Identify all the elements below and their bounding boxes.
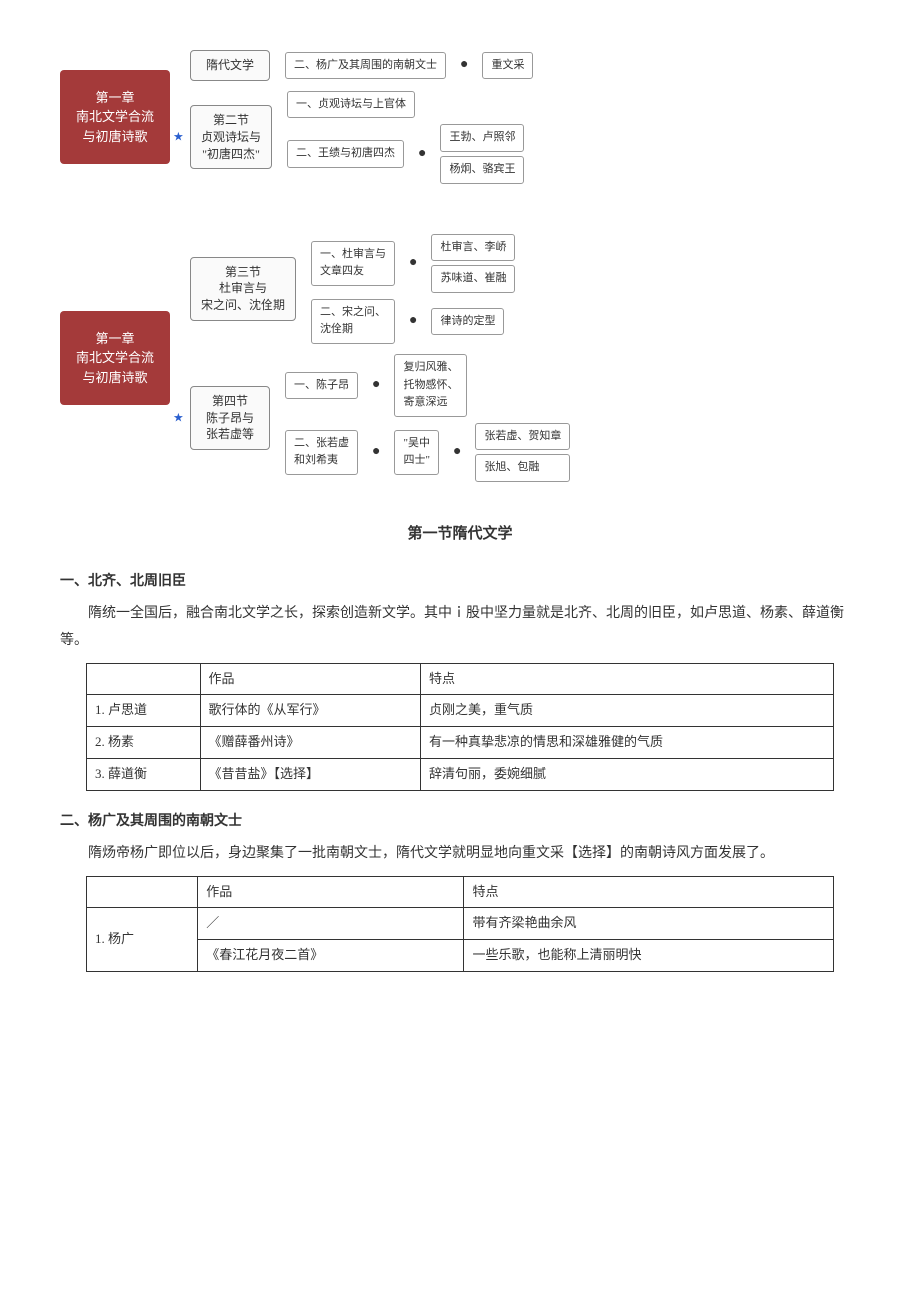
- mm1-branch-1: 第二节 贞观诗坛与 "初唐四杰" 一、贞观诗坛与上官体 二、王绩与初唐四杰 ● …: [190, 91, 860, 184]
- p1-h2: 特点: [421, 663, 834, 695]
- table-header-row: 作品 特点: [87, 663, 834, 695]
- p2-h1: 作品: [198, 876, 464, 908]
- mm1-b0-node: 隋代文学: [190, 50, 270, 81]
- mm2-b1-node: 第四节 陈子昂与 张若虚等: [190, 386, 270, 450]
- table-row: 3. 薛道衡 《昔昔盐》【选择】 辞清句丽，委婉细腻: [87, 758, 834, 790]
- mindmap-2: 第一章 南北文学合流 与初唐诗歌 第三节 杜审言与 宋之问、沈佺期 一、杜审言与…: [60, 224, 860, 492]
- table-row: 《春江花月夜二首》 一些乐歌，也能称上清丽明快: [87, 940, 834, 972]
- p1-r1c0: 2. 杨素: [87, 727, 201, 759]
- mm2-row: 第一章 南北文学合流 与初唐诗歌 第三节 杜审言与 宋之问、沈佺期 一、杜审言与…: [60, 224, 860, 492]
- mm1-b1-c1-l0: 王勃、卢照邻: [440, 124, 524, 152]
- bullet-icon: ●: [453, 441, 461, 463]
- mm2-b1-c0-tail: 复归风雅、 托物感怀、 寄意深远: [394, 354, 467, 417]
- part2-para: 隋炀帝杨广即位以后，身边聚集了一批南朝文士，隋代文学就明显地向重文采【选择】的南…: [60, 841, 860, 868]
- mm2-root: 第一章 南北文学合流 与初唐诗歌: [60, 311, 170, 406]
- mm1-b0-sub: 二、杨广及其周围的南朝文士 ● 重文采: [285, 52, 533, 80]
- mm1-b1-node: 第二节 贞观诗坛与 "初唐四杰": [190, 105, 272, 169]
- mm2-b1-c0: 一、陈子昂 ● 复归风雅、 托物感怀、 寄意深远: [285, 354, 570, 417]
- mindmap-1: 第一章 南北文学合流 与初唐诗歌 隋代文学 二、杨广及其周围的南朝文士 ● 重文…: [60, 40, 860, 194]
- mm2-root-text: 第一章 南北文学合流 与初唐诗歌: [76, 331, 154, 385]
- bullet-icon: ●: [409, 310, 417, 332]
- mm1-b1-c1-l1: 杨炯、骆宾王: [440, 156, 524, 184]
- mm2-b1-c1: 二、张若虚 和刘希夷 ● "吴中 四士" ● 张若虚、贺知章 张旭、包融: [285, 423, 570, 482]
- bullet-icon: ●: [418, 143, 426, 165]
- mm2-b1-c1-mid: "吴中 四士": [394, 430, 439, 475]
- mm2-b0-c1: 二、宋之问、 沈佺期 ● 律诗的定型: [311, 299, 515, 344]
- mm2-b0-c0-l1: 苏味道、崔融: [431, 265, 515, 293]
- table-row: 1. 卢思道 歌行体的《从军行》 贞刚之美，重气质: [87, 695, 834, 727]
- part2-table: 作品 特点 1. 杨广 ／ 带有齐梁艳曲余风 《春江花月夜二首》 一些乐歌，也能…: [86, 876, 834, 972]
- mm2-b1-c1-leaves: 张若虚、贺知章 张旭、包融: [475, 423, 570, 482]
- mm1-b0-node-text: 隋代文学: [206, 58, 254, 72]
- mm2-b0-c0-label: 一、杜审言与 文章四友: [311, 241, 395, 286]
- p2-h0: [87, 876, 198, 908]
- p2-r0-name: 1. 杨广: [87, 908, 198, 972]
- part1-heading: 一、北齐、北周旧臣: [60, 571, 860, 593]
- bullet-icon: ●: [409, 252, 417, 274]
- p2-r0c0a: ／: [198, 908, 464, 940]
- mm2-b0-sub: 一、杜审言与 文章四友 ● 杜审言、李峤 苏味道、崔融 二、宋之问、 沈佺期 ●…: [311, 234, 515, 344]
- mm2-b1-c1-l0: 张若虚、贺知章: [475, 423, 570, 451]
- p1-r2c1: 《昔昔盐》【选择】: [200, 758, 420, 790]
- mm1-b1-c1-leaves: 王勃、卢照邻 杨炯、骆宾王: [440, 124, 524, 183]
- p1-h0: [87, 663, 201, 695]
- part1-table: 作品 特点 1. 卢思道 歌行体的《从军行》 贞刚之美，重气质 2. 杨素 《赠…: [86, 663, 834, 791]
- mm1-b1-c1-label: 二、王绩与初唐四杰: [287, 140, 404, 168]
- mm2-b1-sub: 一、陈子昂 ● 复归风雅、 托物感怀、 寄意深远 二、张若虚 和刘希夷 ● "吴…: [285, 354, 570, 482]
- p1-r1c2: 有一种真挚悲凉的情思和深雄雅健的气质: [421, 727, 834, 759]
- bullet-icon: ●: [372, 441, 380, 463]
- mm2-b1-node-text: 第四节 陈子昂与 张若虚等: [206, 394, 254, 442]
- mm1-row: 第一章 南北文学合流 与初唐诗歌 隋代文学 二、杨广及其周围的南朝文士 ● 重文…: [60, 40, 860, 194]
- part1-para: 隋统一全国后，融合南北文学之长，探索创造新文学。其中ｉ股中坚力量就是北齐、北周的…: [60, 601, 860, 654]
- p1-r2c2: 辞清句丽，委婉细腻: [421, 758, 834, 790]
- mm1-b1-c0-label: 一、贞观诗坛与上官体: [287, 91, 415, 119]
- mm2-b0-c1-label: 二、宋之问、 沈佺期: [311, 299, 395, 344]
- mm2-b0-node: 第三节 杜审言与 宋之问、沈佺期: [190, 257, 296, 321]
- mm1-b0-c0-tail: 重文采: [482, 52, 533, 80]
- mm2-b1-c1-label: 二、张若虚 和刘希夷: [285, 430, 358, 475]
- mm2-b0-c0-leaves: 杜审言、李峤 苏味道、崔融: [431, 234, 515, 293]
- table-header-row: 作品 特点: [87, 876, 834, 908]
- p1-h1: 作品: [200, 663, 420, 695]
- mm2-branches: 第三节 杜审言与 宋之问、沈佺期 一、杜审言与 文章四友 ● 杜审言、李峤 苏味…: [190, 224, 860, 492]
- mm2-b1-c1-l1: 张旭、包融: [475, 454, 570, 482]
- section-title: 第一节隋代文学: [60, 522, 860, 546]
- p1-r1c1: 《赠薛番州诗》: [200, 727, 420, 759]
- mm2-b0-c0: 一、杜审言与 文章四友 ● 杜审言、李峤 苏味道、崔融: [311, 234, 515, 293]
- p1-r0c1: 歌行体的《从军行》: [200, 695, 420, 727]
- p1-r0c0: 1. 卢思道: [87, 695, 201, 727]
- mm2-b0-c0-l0: 杜审言、李峤: [431, 234, 515, 262]
- bullet-icon: ●: [460, 54, 468, 76]
- p2-r0c1a: 《春江花月夜二首》: [198, 940, 464, 972]
- table-row: 2. 杨素 《赠薛番州诗》 有一种真挚悲凉的情思和深雄雅健的气质: [87, 727, 834, 759]
- table-row: 1. 杨广 ／ 带有齐梁艳曲余风: [87, 908, 834, 940]
- mm1-b1-sub: 一、贞观诗坛与上官体 二、王绩与初唐四杰 ● 王勃、卢照邻 杨炯、骆宾王: [287, 91, 524, 184]
- p1-r0c2: 贞刚之美，重气质: [421, 695, 834, 727]
- mm1-b1-c1: 二、王绩与初唐四杰 ● 王勃、卢照邻 杨炯、骆宾王: [287, 124, 524, 183]
- mm1-root-text: 第一章 南北文学合流 与初唐诗歌: [76, 90, 154, 144]
- p2-r0c1b: 一些乐歌，也能称上清丽明快: [464, 940, 834, 972]
- mm2-b0-c1-tail: 律诗的定型: [431, 308, 504, 336]
- mm1-branch-0: 隋代文学 二、杨广及其周围的南朝文士 ● 重文采: [190, 50, 860, 81]
- mm1-b0-c0: 二、杨广及其周围的南朝文士 ● 重文采: [285, 52, 533, 80]
- mm2-branch-1: 第四节 陈子昂与 张若虚等 一、陈子昂 ● 复归风雅、 托物感怀、 寄意深远 二…: [190, 354, 860, 482]
- mm2-b1-c0-label: 一、陈子昂: [285, 372, 358, 400]
- p2-r0c0b: 带有齐梁艳曲余风: [464, 908, 834, 940]
- p2-h2: 特点: [464, 876, 834, 908]
- bullet-icon: ●: [372, 374, 380, 396]
- mm2-b0-node-text: 第三节 杜审言与 宋之问、沈佺期: [201, 265, 285, 313]
- mm2-branch-0: 第三节 杜审言与 宋之问、沈佺期 一、杜审言与 文章四友 ● 杜审言、李峤 苏味…: [190, 234, 860, 344]
- mm1-branches: 隋代文学 二、杨广及其周围的南朝文士 ● 重文采 第二节 贞观诗坛与 "初唐四杰…: [190, 40, 860, 194]
- p1-r2c0: 3. 薛道衡: [87, 758, 201, 790]
- mm1-b0-c0-label: 二、杨广及其周围的南朝文士: [285, 52, 446, 80]
- mm1-root: 第一章 南北文学合流 与初唐诗歌: [60, 70, 170, 165]
- part2-heading: 二、杨广及其周围的南朝文士: [60, 811, 860, 833]
- mm1-b1-node-text: 第二节 贞观诗坛与 "初唐四杰": [201, 113, 261, 161]
- mm1-b1-c0: 一、贞观诗坛与上官体: [287, 91, 524, 119]
